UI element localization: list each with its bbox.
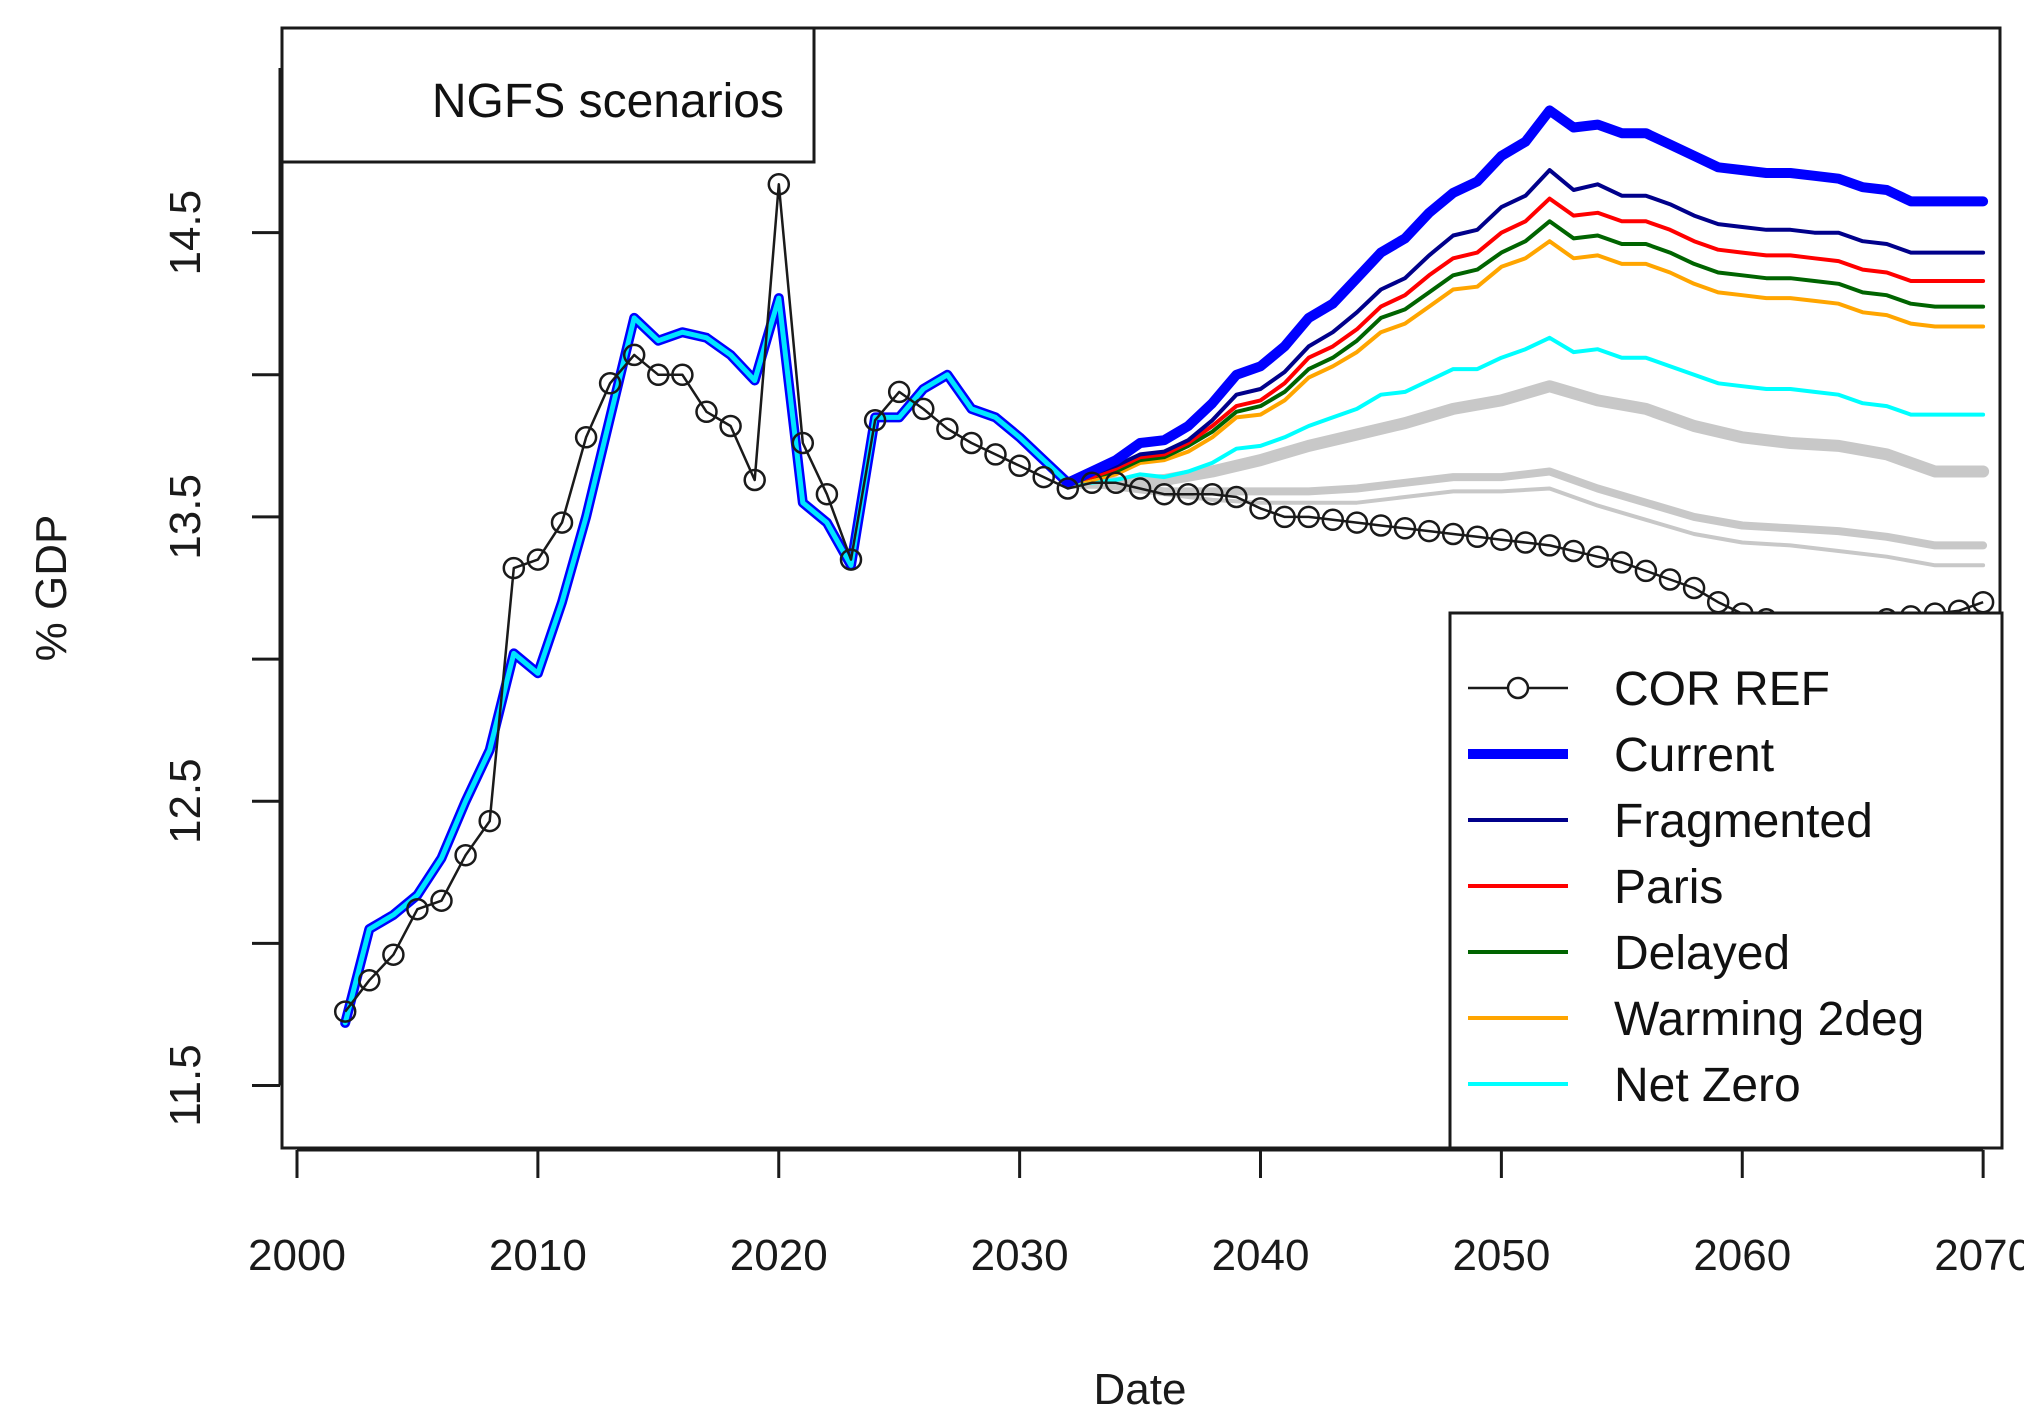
- x-axis: 2000 2010 2020 2030 2040 2050 2060 2070: [248, 1148, 2024, 1280]
- legend-marker: [1506, 676, 1530, 700]
- cor-ref-point: [960, 431, 983, 455]
- cor-ref-point: [1152, 482, 1176, 506]
- plot-frame: [280, 26, 2002, 1150]
- cor-ref-point: [719, 414, 742, 438]
- cor-ref-point: [1441, 522, 1465, 546]
- cor-ref-point: [1321, 508, 1345, 532]
- series-lines: [340, 105, 1989, 1028]
- x-tick-label: 2010: [489, 1231, 587, 1280]
- x-tick-label: 2000: [248, 1231, 346, 1280]
- x-tick-label: 2020: [730, 1231, 828, 1280]
- series-line-net-zero: [1065, 335, 1986, 485]
- chart-title-box: NGFS scenarios: [280, 26, 816, 164]
- cor-ref-point: [671, 363, 694, 387]
- cor-ref-point: [1466, 525, 1489, 549]
- legend-label: Delayed: [1614, 927, 1790, 980]
- cor-ref-point: [454, 843, 477, 867]
- cor-ref-point: [478, 809, 501, 833]
- cor-ref-point: [333, 1000, 357, 1023]
- cor-ref-point: [1634, 559, 1658, 583]
- cor-ref-point: [1249, 497, 1272, 520]
- cor-ref-point: [430, 889, 453, 912]
- cor-ref-point: [502, 556, 526, 580]
- title-frame: [280, 26, 816, 164]
- cor-ref-point: [382, 943, 405, 966]
- cor-ref-point: [984, 443, 1007, 466]
- x-tick-label: 2030: [971, 1231, 1069, 1280]
- x-axis-label: Date: [1094, 1365, 1187, 1414]
- cor-ref-point: [743, 468, 766, 492]
- history-line: [342, 295, 1071, 1026]
- x-tick-label: 2070: [1934, 1231, 2024, 1280]
- legend-label: Current: [1614, 729, 1774, 782]
- cor-ref-point: [863, 409, 887, 432]
- cor-ref-point: [1393, 517, 1417, 540]
- x-tick-label: 2040: [1212, 1231, 1310, 1280]
- cor-ref-point: [1369, 514, 1393, 537]
- cor-ref-point: [936, 417, 959, 441]
- legend-label: Paris: [1614, 861, 1723, 914]
- y-tick-label: 11.5: [161, 1044, 210, 1126]
- y-axis: 11.5 12.5 13.5 14.5: [161, 68, 282, 1127]
- legend-label: Fragmented: [1614, 795, 1873, 848]
- cor-ref-point: [815, 482, 839, 506]
- cor-ref-point: [695, 400, 718, 424]
- cor-ref-point: [839, 548, 863, 571]
- cor-ref-point: [1490, 528, 1513, 551]
- cor-ref-point: [526, 548, 550, 571]
- cor-ref-point: [887, 380, 911, 404]
- cor-ref-point: [406, 897, 429, 921]
- series-line-paris: [1065, 196, 1986, 485]
- series-line-warming-2deg: [1065, 239, 1986, 485]
- cor-ref-point: [1104, 471, 1128, 495]
- cor-ref-point: [791, 431, 815, 455]
- cor-ref-point: [1080, 471, 1104, 495]
- cor-ref-point: [1201, 482, 1224, 506]
- series-line-fragmented: [1065, 168, 1986, 485]
- gray-band-line-2: [1063, 467, 1988, 550]
- cor-ref-point: [1297, 505, 1320, 529]
- series-line-delayed: [1065, 219, 1986, 485]
- cor-ref-point: [598, 372, 622, 395]
- y-axis-label: % GDP: [27, 515, 76, 662]
- cor-ref-point: [1514, 531, 1537, 554]
- legend: COR REF Current Fragmented Paris Delayed Warm…: [1448, 611, 2004, 1150]
- y-tick-label: 14.5: [161, 190, 210, 276]
- cor-ref-point: [574, 426, 598, 449]
- legend-label: Warming 2deg: [1614, 993, 1924, 1046]
- cor-ref-point: [767, 173, 791, 196]
- legend-label: COR REF: [1614, 663, 1830, 716]
- cor-ref-point: [622, 343, 646, 367]
- cor-ref-point: [1682, 576, 1706, 600]
- cor-ref-point: [1128, 477, 1152, 500]
- cor-ref-point: [1610, 551, 1634, 574]
- cor-ref-point: [550, 511, 574, 534]
- cor-ref-point: [358, 969, 381, 992]
- legend-label: Net Zero: [1614, 1059, 1801, 1112]
- cor-ref-point: [1658, 568, 1682, 591]
- y-tick-label: 13.5: [161, 474, 210, 560]
- series-line-current: [1062, 105, 1989, 488]
- cor-ref-point: [1562, 539, 1585, 563]
- x-tick-label: 2050: [1452, 1231, 1550, 1280]
- cor-ref-point: [1417, 519, 1441, 543]
- cor-ref-point: [1345, 511, 1369, 534]
- cor-ref-point: [1008, 454, 1031, 478]
- gray-band-line-1: [1061, 380, 1990, 489]
- cor-ref-point: [1056, 477, 1080, 500]
- cor-ref-point: [1176, 482, 1200, 506]
- legend-frame: [1448, 611, 2004, 1150]
- cor-ref-point: [1273, 505, 1296, 529]
- cor-ref-point: [1586, 545, 1609, 568]
- chart-title: NGFS scenarios: [432, 75, 784, 128]
- y-tick-label: 12.5: [161, 758, 210, 844]
- cor-ref-point: [647, 363, 670, 387]
- cor-ref-point: [1032, 465, 1055, 489]
- x-tick-label: 2060: [1693, 1231, 1791, 1280]
- cor-ref-point: [912, 397, 935, 421]
- cor-ref-point: [1225, 485, 1248, 509]
- cor-ref-point: [1538, 534, 1561, 557]
